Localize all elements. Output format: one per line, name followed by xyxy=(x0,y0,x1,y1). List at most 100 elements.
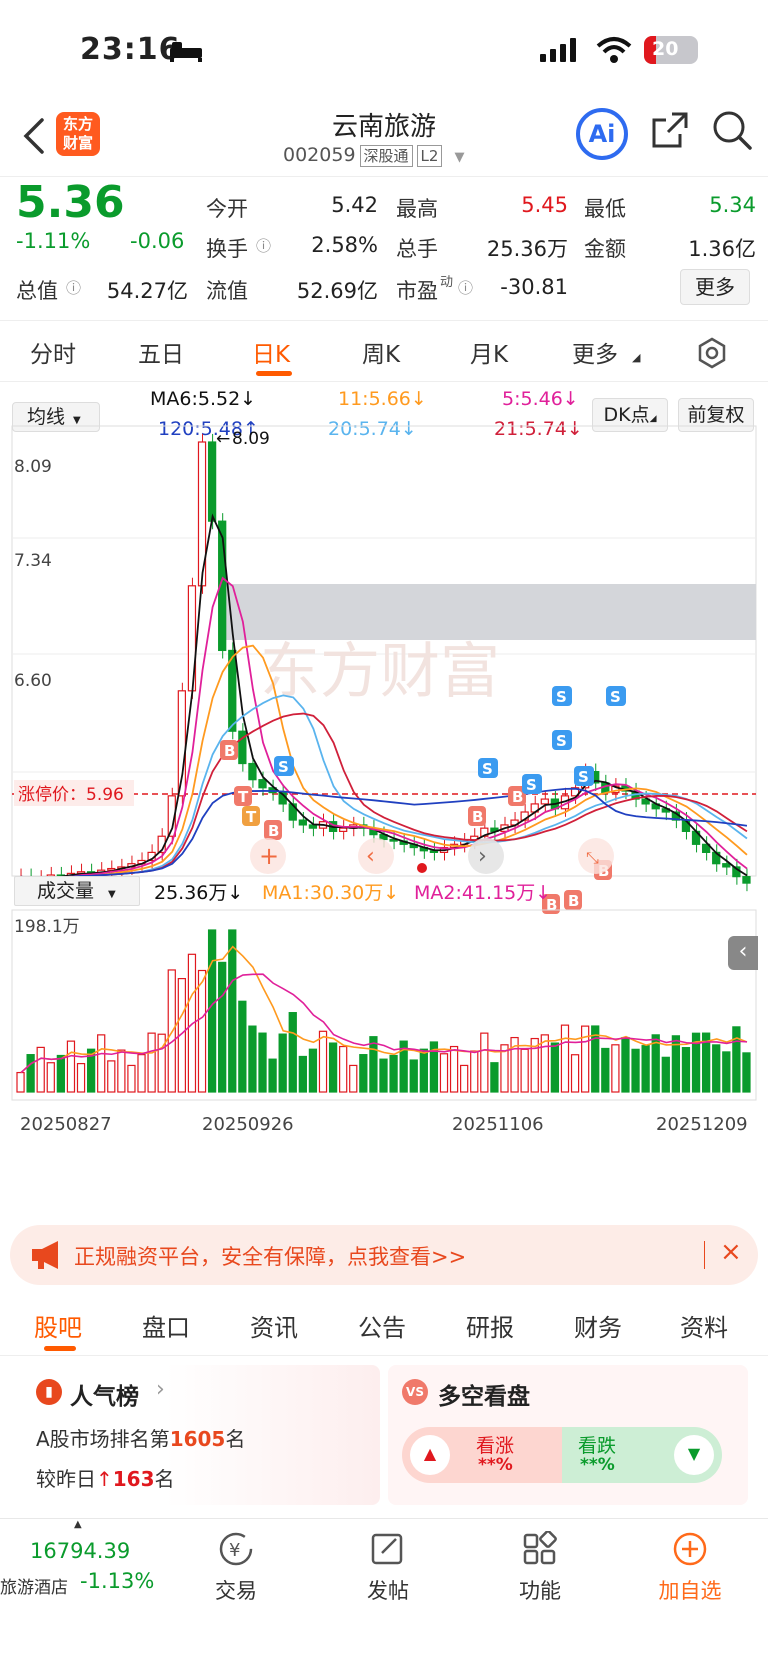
bottom-navbar: ▲ 16794.39 旅游酒店 -1.13% ¥ 交易 发帖 功能 加自选 xyxy=(0,1518,768,1665)
kline-svg[interactable]: 东方财富 8.09 7.34 6.60 5.85 涨停价：5.96 ← 8.09… xyxy=(0,382,768,1212)
ad-banner[interactable]: 正规融资平台，安全有保障，点我查看>> × xyxy=(10,1225,758,1285)
volume-bar xyxy=(439,1053,449,1093)
index-widget[interactable]: ▲ 16794.39 旅游酒店 -1.13% xyxy=(0,1519,154,1609)
volume-bar xyxy=(328,1042,338,1093)
tab-profile[interactable]: 资料 xyxy=(680,1314,728,1342)
info-icon[interactable]: ⓘ xyxy=(458,279,474,297)
volume-select[interactable]: 成交量 ▼ xyxy=(14,876,140,906)
max-arrow: ← xyxy=(216,429,230,449)
volume-bar xyxy=(641,1045,650,1093)
stock-name: 云南旅游 xyxy=(331,112,436,142)
volume-bar xyxy=(66,1040,76,1093)
volume-bar xyxy=(691,1032,701,1093)
svg-text:T: T xyxy=(246,808,257,826)
nav-trade[interactable]: ¥ 交易 xyxy=(176,1531,296,1605)
volume-bar xyxy=(298,1055,307,1093)
candle xyxy=(701,843,711,853)
volume-bar xyxy=(56,1054,66,1093)
volume-bar xyxy=(86,1048,96,1093)
volume-bar xyxy=(147,1032,156,1093)
chevron-right-icon: › xyxy=(156,1377,165,1402)
status-bar: 23:16 20 xyxy=(0,0,768,100)
tab-more[interactable]: 更多 xyxy=(572,342,618,368)
volume-bar xyxy=(318,1030,328,1093)
svg-text:B: B xyxy=(546,896,557,914)
candle xyxy=(641,798,650,805)
info-icon[interactable]: ⓘ xyxy=(66,279,82,297)
nav-add-watchlist[interactable]: 加自选 xyxy=(630,1531,750,1605)
volume-bar xyxy=(268,1058,277,1093)
volume-bar xyxy=(349,1064,358,1093)
ma11-label: 11:5.66↓ xyxy=(338,388,427,410)
vs-icon: VS xyxy=(402,1379,428,1405)
plus-icon: + xyxy=(259,842,279,870)
period-tabs: 分时 五日 日K 周K 月K 更多 ◢ xyxy=(0,320,768,382)
edit-icon xyxy=(371,1533,403,1565)
status-time: 23:16 xyxy=(80,32,181,67)
tab-intraday[interactable]: 分时 xyxy=(30,342,76,368)
ai-button[interactable]: Ai xyxy=(576,108,628,160)
settings-icon[interactable] xyxy=(696,337,728,369)
chevron-left-icon: ‹ xyxy=(366,844,375,869)
volume-bar xyxy=(399,1040,408,1093)
popularity-title: 人气榜 xyxy=(70,1384,139,1410)
caret-icon: ◢ xyxy=(649,414,657,424)
share-icon[interactable] xyxy=(650,110,690,150)
arrow-up-icon: ▲ xyxy=(410,1435,450,1475)
tab-pankou[interactable]: 盘口 xyxy=(142,1314,190,1342)
chevron-down-icon: ▼ xyxy=(73,415,81,426)
tab-monthly[interactable]: 月K xyxy=(470,342,509,368)
grid-icon xyxy=(523,1530,557,1565)
volume-bar xyxy=(621,1036,630,1093)
tab-announcement[interactable]: 公告 xyxy=(358,1314,406,1342)
tab-finance[interactable]: 财务 xyxy=(574,1314,622,1342)
close-icon[interactable]: × xyxy=(720,1237,742,1267)
app-header: 东方 财富 云南旅游 002059 深股通 L2 ▼ Ai xyxy=(0,100,768,176)
volume-bar xyxy=(379,1058,388,1093)
amount-value: 1.36亿 xyxy=(688,237,756,261)
low-label: 最低 xyxy=(584,197,626,221)
popularity-card[interactable]: ▮ 人气榜 › A股市场排名第1605名 较昨日↑163名 xyxy=(22,1365,380,1505)
volume-bar xyxy=(631,1048,640,1093)
volume-ma-line xyxy=(20,973,748,1074)
volume-bar xyxy=(117,1049,126,1093)
volume-bar xyxy=(530,1037,539,1093)
tab-guba[interactable]: 股吧 xyxy=(34,1314,82,1342)
nav-function[interactable]: 功能 xyxy=(480,1530,600,1605)
volume-bar xyxy=(480,1032,489,1093)
search-icon[interactable] xyxy=(712,110,752,152)
tab-weekly[interactable]: 周K xyxy=(362,342,401,368)
tab-news[interactable]: 资讯 xyxy=(250,1314,298,1342)
volume-bar xyxy=(712,1044,721,1093)
volume-bar xyxy=(742,1052,751,1093)
volume-bar xyxy=(258,1032,267,1093)
nav-post[interactable]: 发帖 xyxy=(328,1531,448,1605)
info-icon[interactable]: ⓘ xyxy=(256,237,272,255)
ma-select[interactable]: 均线 ▼ xyxy=(12,402,100,432)
collapse-panel-button[interactable]: ‹ xyxy=(728,936,758,970)
volume-bar xyxy=(701,1032,711,1093)
svg-text:S: S xyxy=(482,760,493,778)
bed-icon xyxy=(170,42,202,62)
stock-code-row[interactable]: 002059 深股通 L2 ▼ xyxy=(283,144,465,167)
ma21-label: 21:5.74↓ xyxy=(494,418,583,440)
candle xyxy=(207,441,217,522)
volume-label: 总手 xyxy=(396,237,438,261)
volume-bars xyxy=(16,929,751,1093)
back-arrow-icon[interactable] xyxy=(22,118,46,154)
candle xyxy=(742,876,751,884)
svg-text:B: B xyxy=(568,892,579,910)
volume-bar xyxy=(278,1033,287,1093)
candle xyxy=(218,520,227,652)
bear-button[interactable]: 看跌 **% ▼ xyxy=(562,1427,722,1483)
pe-label: 市盈 xyxy=(396,279,438,303)
tab-research[interactable]: 研报 xyxy=(466,1314,514,1342)
quote-panel: 5.36 -1.11% -0.06 今开 5.42 最高 5.45 最低 5.3… xyxy=(0,176,768,318)
svg-text:B: B xyxy=(268,822,279,840)
candle xyxy=(339,827,348,832)
bullbear-title: 多空看盘 xyxy=(438,1384,530,1410)
more-button[interactable]: 更多 xyxy=(680,269,750,305)
tab-5day[interactable]: 五日 xyxy=(138,342,184,368)
bull-button[interactable]: ▲ 看涨 **% xyxy=(402,1427,562,1483)
tab-daily[interactable]: 日K xyxy=(252,342,291,368)
